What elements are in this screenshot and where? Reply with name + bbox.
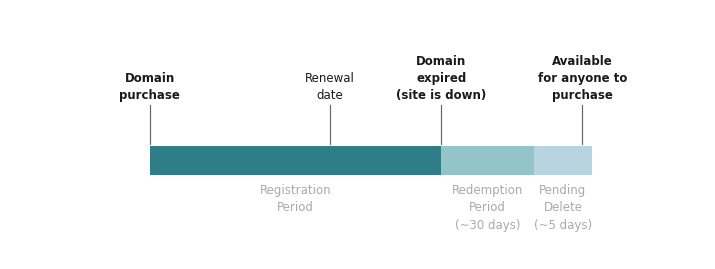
Bar [534,146,591,175]
Bar [150,146,441,175]
Text: Renewal
date: Renewal date [305,72,355,102]
Text: Registration
Period: Registration Period [260,184,331,214]
Bar [441,146,534,175]
Text: Domain
purchase: Domain purchase [119,72,180,102]
Text: Pending
Delete
(~5 days): Pending Delete (~5 days) [534,184,592,232]
Text: Domain
expired
(site is down): Domain expired (site is down) [396,55,486,102]
Text: Redemption
Period
(~30 days): Redemption Period (~30 days) [452,184,523,232]
Text: Available
for anyone to
purchase: Available for anyone to purchase [538,55,627,102]
